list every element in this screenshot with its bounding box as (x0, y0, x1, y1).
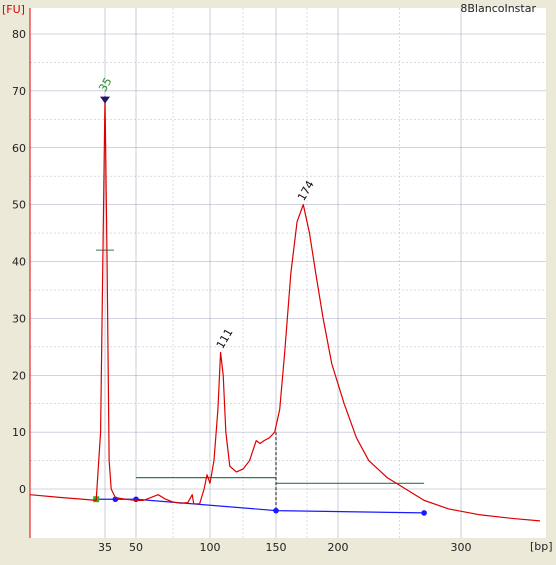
y-tick-label: 10 (12, 426, 26, 439)
y-axis-title: [FU] (2, 3, 25, 16)
y-tick-label: 60 (12, 142, 26, 155)
x-tick-label: 35 (98, 541, 112, 554)
x-tick-label: 100 (200, 541, 221, 554)
y-tick-label: 0 (19, 483, 26, 496)
x-tick-label: 300 (451, 541, 472, 554)
y-tick-label: 80 (12, 28, 26, 41)
sample-name: 8BlancoInstar (460, 2, 536, 15)
y-tick-label: 20 (12, 369, 26, 382)
x-tick-labels: 35 50 100 150 200 300 (98, 541, 472, 554)
plot-area (30, 8, 546, 538)
y-tick-label: 40 (12, 256, 26, 269)
baseline-point (273, 507, 279, 514)
x-tick-label: 150 (266, 541, 287, 554)
x-axis-title: [bp] (530, 540, 553, 553)
y-tick-label: 50 (12, 199, 26, 212)
y-tick-label: 70 (12, 85, 26, 98)
trace-line (29, 95, 541, 522)
x-tick-label: 50 (129, 541, 143, 554)
baseline (93, 496, 427, 516)
baseline-point (421, 510, 427, 516)
x-tick-label: 200 (328, 541, 349, 554)
y-tick-label: 30 (12, 312, 26, 325)
peak-label: 35 (96, 75, 114, 94)
y-tick-labels: 0 10 20 30 40 50 60 70 80 (12, 28, 26, 496)
baseline-point (133, 496, 139, 503)
lower-marker-icon (100, 96, 110, 104)
electropherogram-trace (29, 95, 541, 522)
